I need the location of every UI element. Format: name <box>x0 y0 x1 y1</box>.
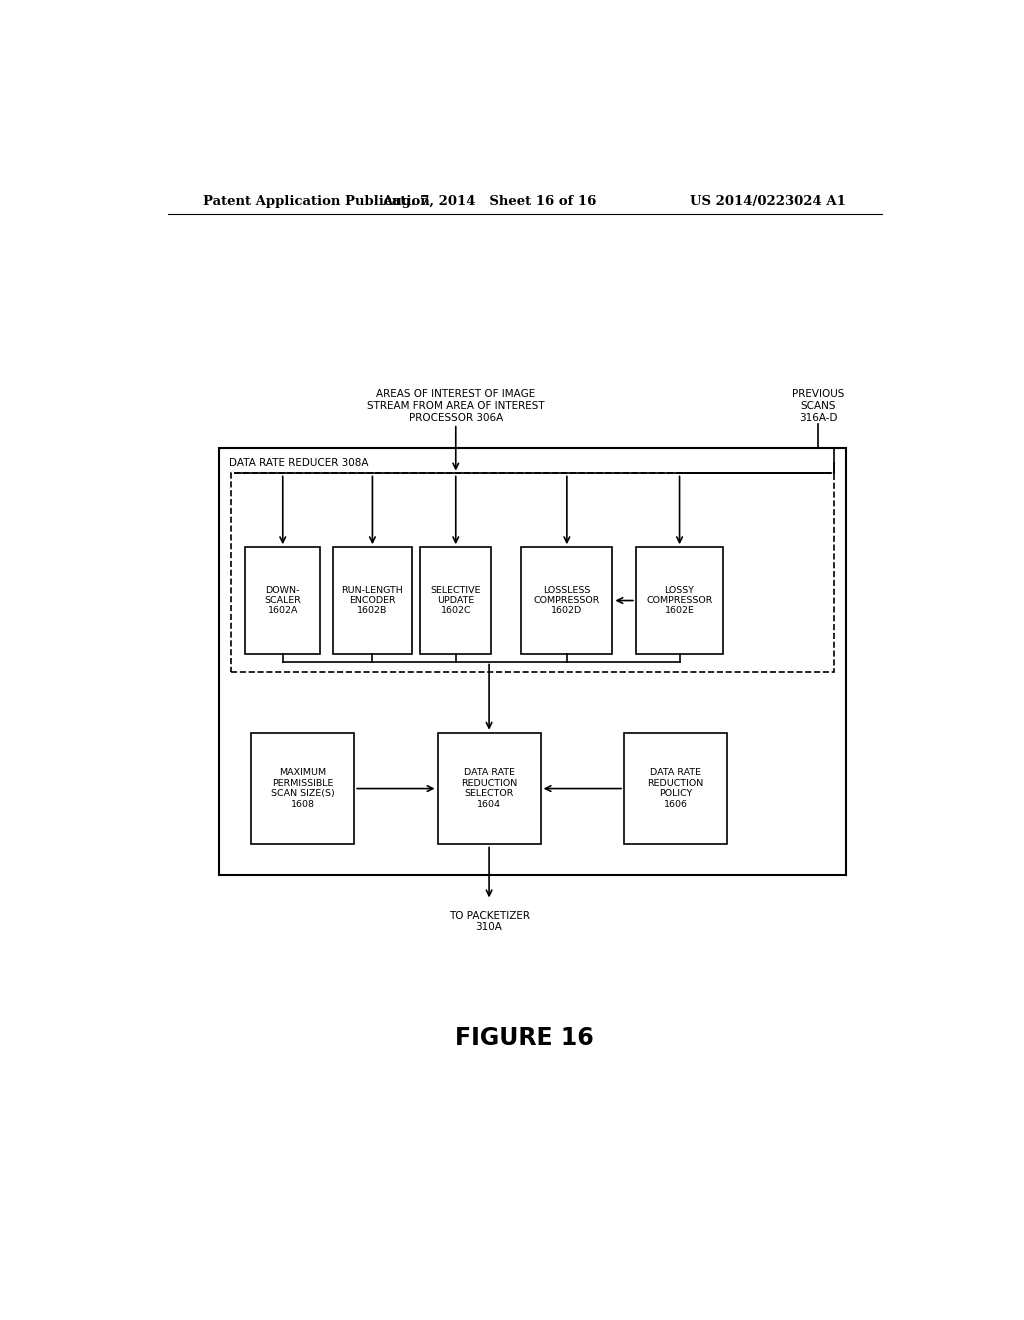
Text: RUN-LENGTH
ENCODER
1602B: RUN-LENGTH ENCODER 1602B <box>342 586 403 615</box>
Text: Aug. 7, 2014   Sheet 16 of 16: Aug. 7, 2014 Sheet 16 of 16 <box>382 194 596 207</box>
Text: DATA RATE REDUCER 308A: DATA RATE REDUCER 308A <box>228 458 369 469</box>
Text: FIGURE 16: FIGURE 16 <box>456 1026 594 1049</box>
Text: Patent Application Publication: Patent Application Publication <box>204 194 430 207</box>
Text: DATA RATE
REDUCTION
POLICY
1606: DATA RATE REDUCTION POLICY 1606 <box>647 768 703 809</box>
Text: AREAS OF INTEREST OF IMAGE
STREAM FROM AREA OF INTEREST
PROCESSOR 306A: AREAS OF INTEREST OF IMAGE STREAM FROM A… <box>367 389 545 422</box>
Bar <box>624 733 727 845</box>
Bar <box>636 548 723 653</box>
Text: SELECTIVE
UPDATE
1602C: SELECTIVE UPDATE 1602C <box>430 586 481 615</box>
Text: DATA RATE
REDUCTION
SELECTOR
1604: DATA RATE REDUCTION SELECTOR 1604 <box>461 768 517 809</box>
Text: TO PACKETIZER
310A: TO PACKETIZER 310A <box>449 911 529 932</box>
Bar <box>245 548 321 653</box>
Text: LOSSY
COMPRESSOR
1602E: LOSSY COMPRESSOR 1602E <box>646 586 713 615</box>
Text: MAXIMUM
PERMISSIBLE
SCAN SIZE(S)
1608: MAXIMUM PERMISSIBLE SCAN SIZE(S) 1608 <box>270 768 335 809</box>
Text: US 2014/0223024 A1: US 2014/0223024 A1 <box>690 194 846 207</box>
Bar <box>251 733 354 845</box>
Text: DOWN-
SCALER
1602A: DOWN- SCALER 1602A <box>264 586 301 615</box>
Bar <box>333 548 412 653</box>
Bar <box>420 548 492 653</box>
Bar <box>521 548 612 653</box>
Bar <box>219 447 846 875</box>
Bar <box>437 733 541 845</box>
Bar <box>231 474 835 672</box>
Text: PREVIOUS
SCANS
316A-D: PREVIOUS SCANS 316A-D <box>793 389 845 422</box>
Text: LOSSLESS
COMPRESSOR
1602D: LOSSLESS COMPRESSOR 1602D <box>534 586 600 615</box>
